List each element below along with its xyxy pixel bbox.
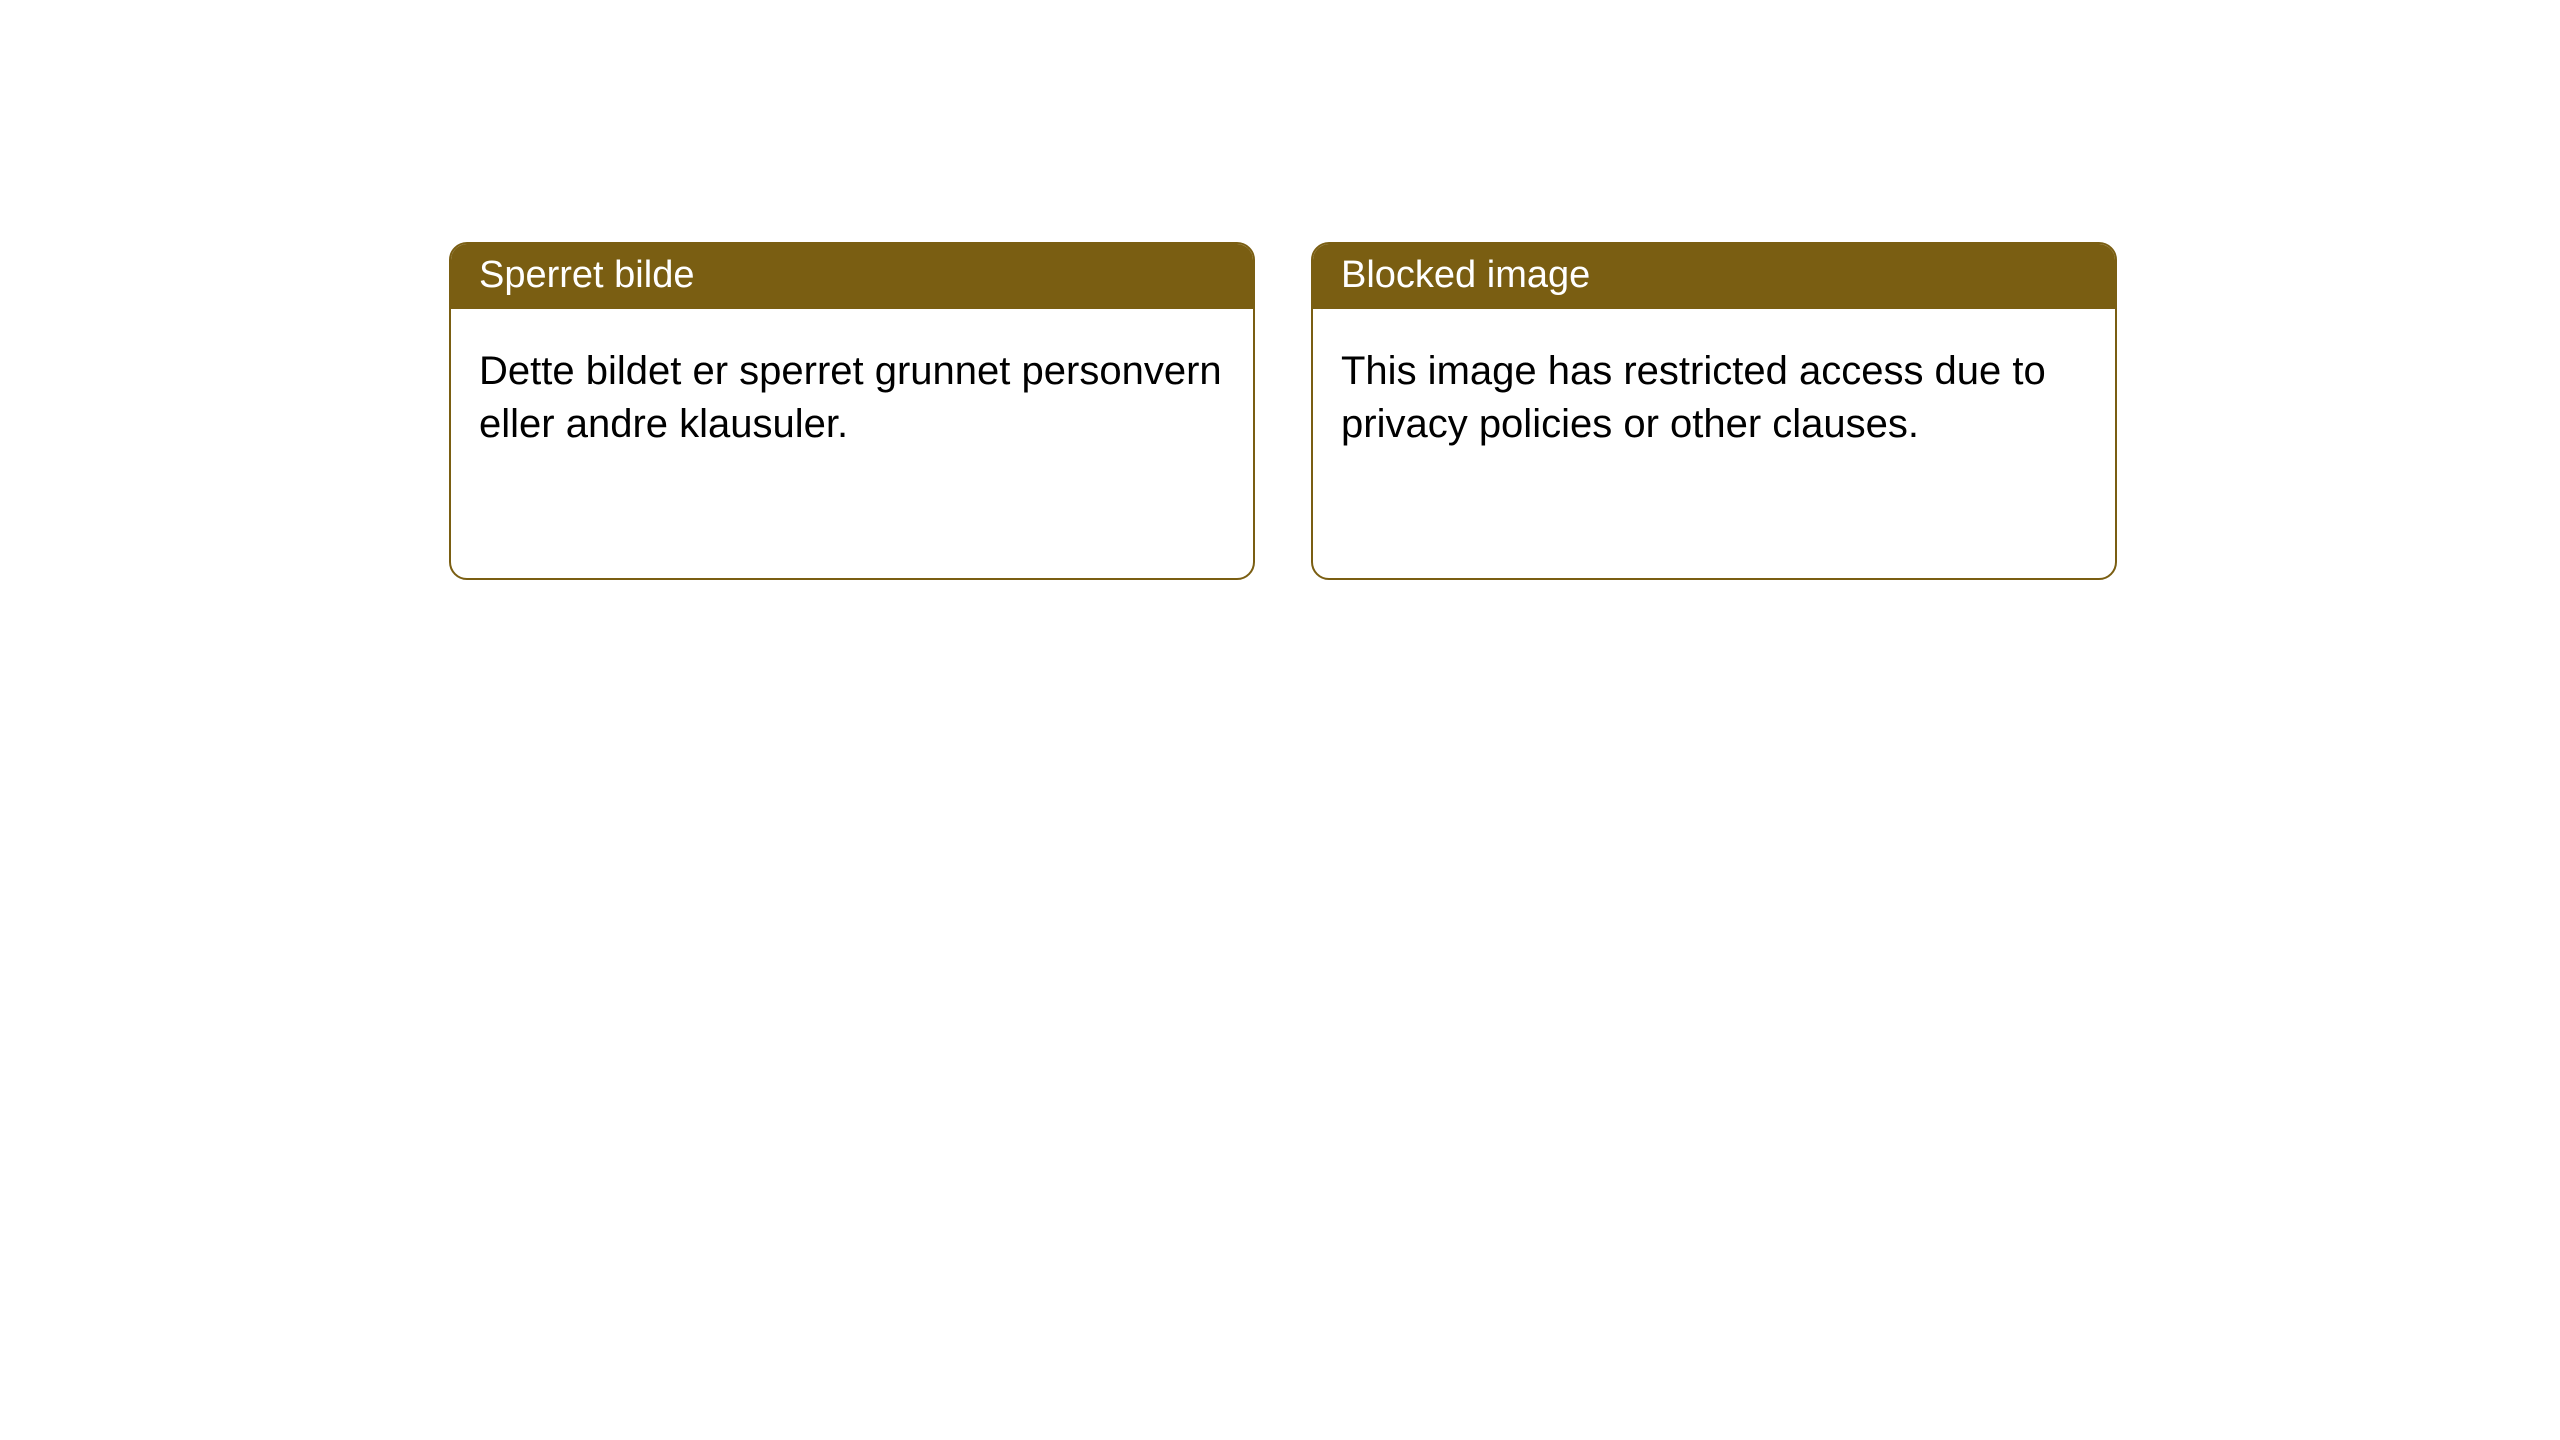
card-header-english: Blocked image: [1313, 244, 2115, 309]
card-title: Sperret bilde: [479, 254, 694, 296]
card-title: Blocked image: [1341, 254, 1590, 296]
notice-container: Sperret bilde Dette bildet er sperret gr…: [0, 0, 2560, 580]
blocked-image-card-english: Blocked image This image has restricted …: [1311, 242, 2117, 580]
card-body-english: This image has restricted access due to …: [1313, 309, 2115, 479]
card-body-text: Dette bildet er sperret grunnet personve…: [479, 349, 1222, 446]
card-header-norwegian: Sperret bilde: [451, 244, 1253, 309]
card-body-norwegian: Dette bildet er sperret grunnet personve…: [451, 309, 1253, 479]
blocked-image-card-norwegian: Sperret bilde Dette bildet er sperret gr…: [449, 242, 1255, 580]
card-body-text: This image has restricted access due to …: [1341, 349, 2046, 446]
